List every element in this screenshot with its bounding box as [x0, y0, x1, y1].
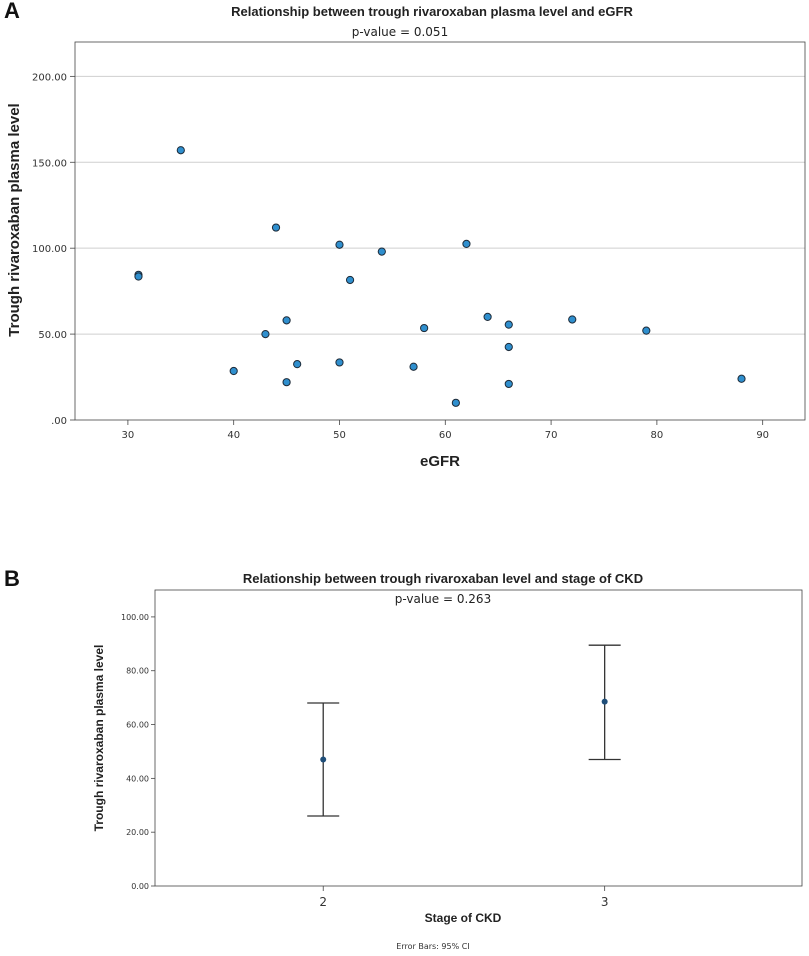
chart-a-x-tick-label: 30 [122, 430, 135, 441]
chart-b-error-bars [307, 644, 621, 817]
chart-a-x-tick-label: 70 [545, 430, 558, 441]
chart-a-point [409, 362, 418, 371]
chart-a-point [737, 374, 746, 383]
chart-a-y-tick-label: 200.00 [32, 72, 67, 83]
chart-a-point [451, 398, 460, 407]
chart-a-y-tick-label: 50.00 [38, 330, 67, 341]
chart-a-point [642, 326, 651, 335]
chart-b-y-tick-label: 100.00 [121, 613, 149, 622]
chart-a-point [271, 223, 281, 232]
chart-a-points [134, 146, 746, 407]
chart-a-point [282, 378, 291, 387]
chart-a-y-tick-label: .00 [51, 416, 67, 427]
chart-b-y-tick-label: 80.00 [126, 667, 149, 676]
chart-b-note: Error Bars: 95% CI [396, 942, 469, 951]
chart-a-point [176, 146, 185, 155]
chart-b-frame [154, 589, 803, 887]
chart-a-subtitle: p-value = 0.051 [352, 25, 448, 39]
chart-b-y-tick-label: 60.00 [126, 721, 149, 730]
chart-b-y-ticks: 0.00 20.00 40.00 60.00 80.00 100.00 [121, 613, 155, 891]
chart-a-point [504, 342, 513, 352]
chart-a-point [462, 239, 471, 248]
chart-a-x-tick-label: 80 [651, 430, 664, 441]
chart-a-point [377, 247, 386, 256]
chart-b-y-tick-label: 40.00 [126, 774, 149, 783]
chart-a-y-tick-label: 150.00 [32, 158, 67, 169]
chart-a-x-label: eGFR [420, 453, 460, 470]
chart-b-x-tick-label: 2 [319, 895, 327, 909]
chart-b-mean-point [320, 756, 327, 763]
chart-a-x-ticks: 30 40 50 60 70 80 90 [122, 420, 769, 441]
chart-a-point [282, 316, 291, 325]
chart-a-x-tick-label: 60 [439, 430, 452, 441]
chart-b-y-label: Trough rivaroxaban plasma level [92, 645, 106, 832]
chart-a-point [504, 379, 513, 389]
chart-b-title: Relationship between trough rivaroxaban … [243, 571, 643, 586]
chart-a-point [345, 275, 355, 285]
chart-a-point [568, 315, 577, 324]
chart-a-point [134, 272, 143, 281]
chart-a-x-tick-label: 40 [227, 430, 240, 441]
chart-a-x-tick-label: 50 [333, 430, 346, 441]
chart-a-y-tick-label: 100.00 [32, 244, 67, 255]
chart-a-y-ticks: .00 50.00 100.00 150.00 200.00 [32, 72, 75, 427]
chart-a-point [335, 240, 344, 249]
chart-b-x-label: Stage of CKD [425, 911, 502, 925]
panel-a-letter: A [4, 0, 20, 23]
chart-a-point [420, 323, 429, 333]
panel-b-letter: B [4, 566, 20, 591]
chart-a-title: Relationship between trough rivaroxaban … [231, 4, 633, 19]
chart-b-y-tick-label: 0.00 [131, 882, 149, 891]
chart-b-mean-point [601, 698, 608, 705]
chart-a-y-label: Trough rivaroxaban plasma level [6, 103, 23, 336]
chart-a-frame [74, 41, 806, 421]
chart-a-point [229, 366, 238, 376]
chart-a-point [504, 320, 513, 329]
chart-a-point [335, 358, 344, 367]
chart-a-x-tick-label: 90 [756, 430, 769, 441]
chart-b-subtitle: p-value = 0.263 [395, 592, 491, 606]
chart-a-point [483, 312, 492, 322]
chart-a-point [261, 329, 270, 339]
chart-b-y-tick-label: 20.00 [126, 828, 149, 837]
chart-a-point [293, 360, 302, 369]
chart-b-x-tick-label: 3 [601, 895, 609, 909]
chart-a-gridlines [75, 75, 805, 335]
